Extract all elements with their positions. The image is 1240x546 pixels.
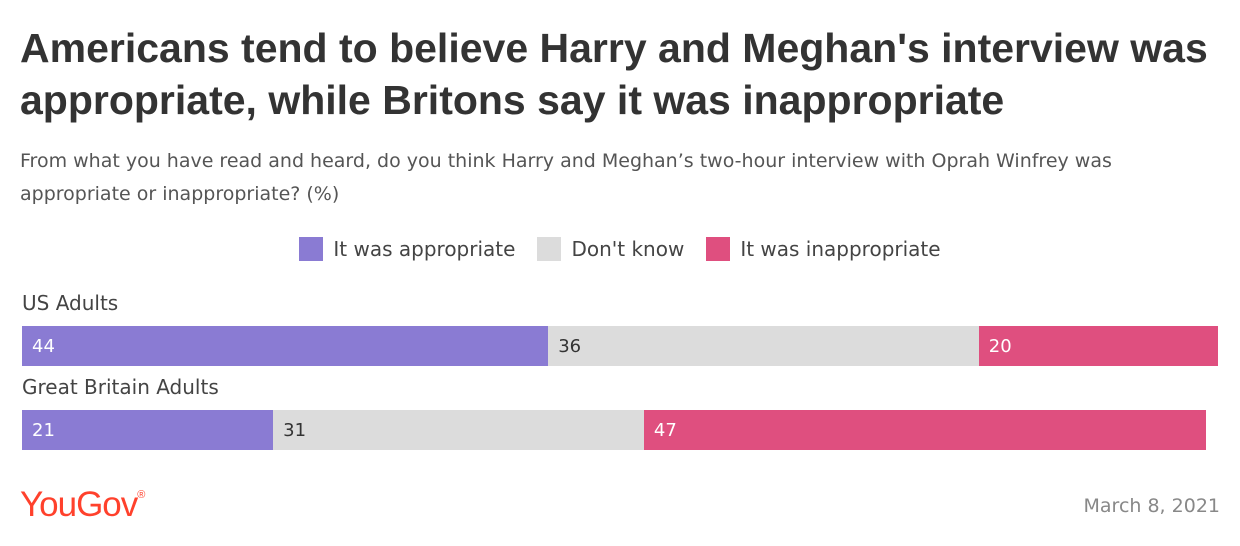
chart-title: Americans tend to believe Harry and Megh… xyxy=(20,25,1208,123)
legend-label-appropriate: It was appropriate xyxy=(333,237,516,261)
registered-mark: ® xyxy=(137,489,146,501)
legend-label-inappropriate: It was inappropriate xyxy=(740,237,941,261)
row-label-great-britain-adults: Great Britain Adults xyxy=(22,375,219,399)
data-label-appropriate: 21 xyxy=(32,419,55,441)
bar-segment-dont-know: 31 xyxy=(273,410,644,450)
bar-segment-appropriate: 44 xyxy=(22,326,549,366)
bar-segment-dont-know: 36 xyxy=(548,326,979,366)
legend-swatch-inappropriate xyxy=(706,237,731,261)
row-label-us-adults: US Adults xyxy=(22,291,119,315)
legend-label-dont-know: Don't know xyxy=(571,237,685,261)
data-label-inappropriate: 47 xyxy=(653,419,677,441)
legend-swatch-dont-know xyxy=(537,237,562,261)
data-label-appropriate: 44 xyxy=(32,335,55,357)
legend: It was appropriate Don't know It was ina… xyxy=(0,237,1240,261)
bar-segment-appropriate: 21 xyxy=(22,410,274,450)
publish-date: March 8, 2021 xyxy=(1083,495,1220,517)
bar-segment-inappropriate: 20 xyxy=(978,326,1218,366)
legend-item-dont-know: Don't know xyxy=(537,237,684,261)
data-label-dont-know: 31 xyxy=(283,419,307,441)
data-label-inappropriate: 20 xyxy=(988,335,1012,357)
legend-item-appropriate: It was appropriate xyxy=(299,237,515,261)
data-label-dont-know: 36 xyxy=(558,335,582,357)
brand-text: YouGov xyxy=(20,485,138,524)
yougov-logo: YouGov® xyxy=(20,485,145,525)
legend-item-inappropriate: It was inappropriate xyxy=(706,237,941,261)
chart-subtitle: From what you have read and heard, do yo… xyxy=(20,150,1112,205)
bar-us-adults: 44 36 20 xyxy=(22,326,1218,366)
bar-great-britain-adults: 21 31 47 xyxy=(22,410,1207,450)
bar-segment-inappropriate: 47 xyxy=(643,410,1207,450)
legend-swatch-appropriate xyxy=(299,237,324,261)
